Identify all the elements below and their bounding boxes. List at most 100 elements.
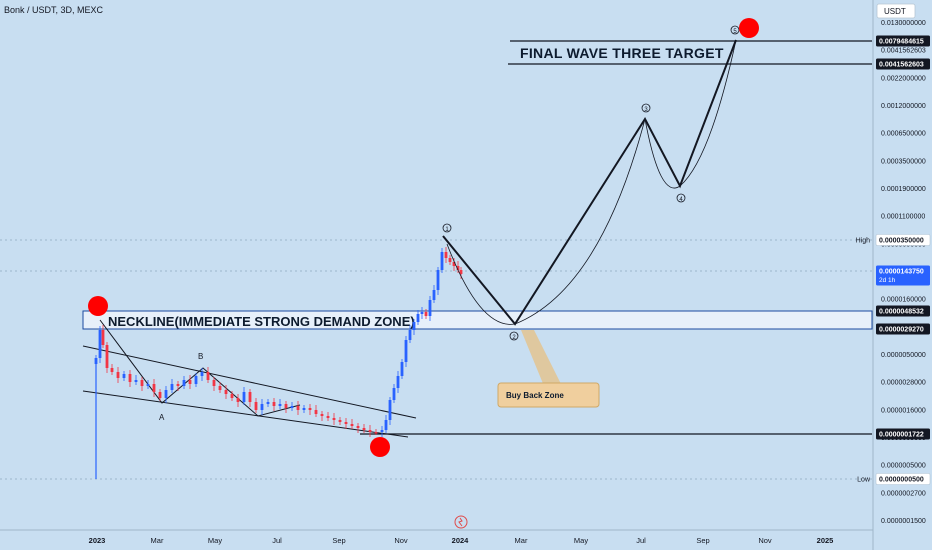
candle-body [105,345,109,368]
candle-body [448,258,452,262]
time-axis-label: May [574,536,588,545]
wave-3-marker: 3 [641,103,651,113]
time-axis-label: Nov [758,536,772,545]
candle-body [122,374,126,378]
candle-body [362,428,366,430]
candle-body [420,312,424,314]
price-tick-label: 0.0000028000 [881,380,926,387]
wave-5-marker: 5 [730,25,740,35]
candle-body [380,430,384,432]
candle-body [356,426,360,428]
candle-body [452,262,456,266]
point-b-label: B [198,352,203,361]
candle-body [110,368,114,372]
candle-body [134,380,138,382]
candle-body [332,418,336,420]
price-tag-label: 0.0000000500 [879,477,924,484]
candle-body [320,414,324,416]
price-tick-label: 0.0000005000 [881,463,926,470]
price-tag [876,428,930,440]
price-tag-label: 0.0000001722 [879,432,924,439]
price-side-label: Low [857,477,871,484]
candle-body [98,330,102,358]
candle-body [236,398,240,402]
price-tag-label: 0.0000048532 [879,309,924,316]
wave-5-label: 5 [733,29,737,35]
candle-body [254,402,258,410]
candle-body [158,392,162,398]
price-tag [876,265,930,286]
candle-body [248,392,252,402]
wave-2-marker: 2 [509,331,519,341]
wave-1-circle [442,223,452,233]
candle-body [374,432,378,434]
time-axis-label: May [208,536,222,545]
price-tag [876,323,930,335]
time-axis-label: Mar [515,536,528,545]
price-tick-label: 0.0022000000 [881,75,926,82]
candle-body [416,314,420,322]
candle-body [278,404,282,406]
time-axis-label: 2024 [452,536,470,545]
price-tick-label: 0.0006500000 [881,131,926,138]
wedge-lower-line [82,390,409,438]
price-tag-label: 0.0079484615 [879,39,924,46]
candle-body [408,330,412,340]
time-axis-label: Mar [151,536,164,545]
candle-body [128,374,132,382]
candle-body [428,300,432,316]
price-tag-label: 0.0041562603 [879,62,924,69]
candle-body [459,270,463,274]
neckline-marker-dot [88,296,108,316]
point-a-label: A [159,413,165,422]
price-tick-label: 0.0041562603 [881,48,926,55]
buy-back-label: Buy Back Zone [506,391,564,400]
target-marker-dot [739,18,759,38]
buy-back-pointer [521,330,562,386]
candle-body [400,362,404,376]
candle-body [206,372,210,380]
candle-body [188,380,192,384]
price-side-label: High [856,238,871,245]
candle-body [230,394,234,398]
candle-body [212,380,216,386]
price-tick-label: 0.0012000000 [881,103,926,110]
time-axis-label: Sep [696,536,709,545]
candle-body [152,384,156,392]
candle-body [388,400,392,420]
ab-swing-path [99,319,301,417]
candle-body [116,372,120,378]
price-axis[interactable]: USDT 0.0130000000 0.0041562603 0.002200000… [856,3,931,525]
candle-body [424,312,428,316]
candle-body [182,380,186,386]
price-tick-label: 0.0130000000 [881,20,926,27]
candle-body [194,376,198,384]
candle-body [284,404,288,408]
price-tag [875,234,931,246]
neckline-label: NECKLINE(IMMEDIATE STRONG DEMAND ZONE) [108,314,415,329]
bottom-marker-dot [370,437,390,457]
wave-5-circle [730,25,740,35]
candle-body [436,270,440,290]
candle-body [396,376,400,388]
candles-layer [94,247,463,479]
time-axis[interactable]: 2023 Mar May Jul Sep Nov 2024 Mar May Jul Sep Nov 20… [89,536,834,545]
price-tag [876,35,930,47]
price-tag [875,473,931,485]
price-tick-label: 0.0000160000 [881,297,926,304]
candle-body [308,408,312,410]
wave-1-marker: 1 [442,223,452,233]
candle-body [146,384,150,386]
price-tag-label: 0.0000143750 [879,269,924,276]
time-axis-label: Jul [272,536,282,545]
candle-body [140,380,144,386]
price-tick-label: 0.0001100000 [881,214,925,221]
candle-body [101,330,105,345]
currency-box[interactable] [876,3,916,19]
price-tick-label: 0.0000050000 [881,352,926,359]
candle-body [266,402,270,404]
candle-body [224,390,228,394]
candle-body [440,252,444,270]
